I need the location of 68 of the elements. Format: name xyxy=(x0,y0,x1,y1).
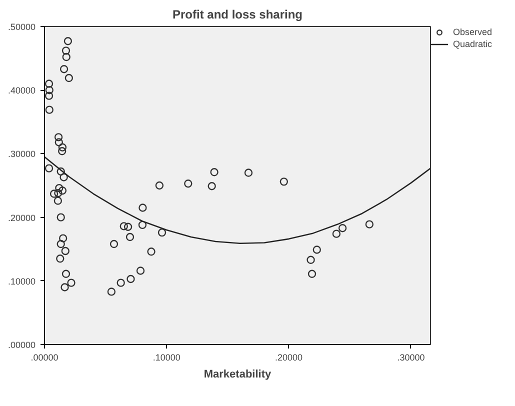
point xyxy=(120,222,128,230)
legend-label: Observed xyxy=(453,26,494,38)
x-tick-label: .00000 xyxy=(30,352,58,362)
point xyxy=(58,186,67,195)
line-series xyxy=(44,156,430,244)
point xyxy=(338,224,347,232)
point xyxy=(138,204,147,212)
point xyxy=(56,213,65,222)
point xyxy=(54,189,62,198)
point xyxy=(56,240,65,248)
point xyxy=(244,168,253,177)
point xyxy=(44,164,54,172)
x-tick-label: .10000 xyxy=(152,352,180,362)
point xyxy=(62,46,70,55)
point xyxy=(44,80,54,88)
x-axis-title: Marketability xyxy=(204,368,272,380)
point xyxy=(56,167,65,176)
point xyxy=(67,278,76,287)
point xyxy=(60,65,68,74)
y-tick-label: .10000 xyxy=(8,276,36,286)
x-tick-label: .30000 xyxy=(397,352,425,362)
point xyxy=(56,254,64,263)
point xyxy=(138,220,147,230)
point xyxy=(54,138,64,146)
point xyxy=(44,92,54,100)
point xyxy=(365,220,374,228)
point xyxy=(110,240,118,248)
point xyxy=(61,246,70,256)
point xyxy=(58,234,68,242)
y-tick-label: .40000 xyxy=(8,86,36,96)
point xyxy=(55,184,64,192)
y-tick-label: .00000 xyxy=(8,340,36,350)
point xyxy=(45,86,54,94)
y-tick-label: .50000 xyxy=(8,22,36,32)
point xyxy=(54,196,62,205)
point xyxy=(64,74,74,82)
point xyxy=(136,266,145,275)
point xyxy=(64,37,72,46)
point xyxy=(124,222,132,231)
point xyxy=(332,230,341,238)
point xyxy=(60,283,69,292)
point xyxy=(147,248,156,256)
point xyxy=(54,133,63,142)
point xyxy=(126,274,135,284)
chart-title: Profit and loss sharing xyxy=(172,8,303,22)
x-tick-label: .20000 xyxy=(275,352,303,362)
point xyxy=(45,106,54,114)
point xyxy=(312,246,321,254)
point xyxy=(184,180,192,188)
legend-label: Quadratic xyxy=(453,38,494,50)
point xyxy=(62,52,70,62)
point xyxy=(62,270,70,278)
point xyxy=(126,232,134,242)
point xyxy=(308,270,316,278)
point xyxy=(210,168,218,176)
point xyxy=(116,278,125,287)
point xyxy=(208,182,216,190)
y-tick-label: .30000 xyxy=(8,149,36,160)
point xyxy=(158,228,166,237)
point xyxy=(107,288,116,296)
point xyxy=(58,147,66,156)
y-tick-label: .20000 xyxy=(8,212,36,223)
point xyxy=(280,178,288,186)
point xyxy=(155,181,164,190)
point xyxy=(60,173,68,182)
point xyxy=(58,143,67,152)
point xyxy=(50,190,58,198)
point xyxy=(306,256,315,264)
